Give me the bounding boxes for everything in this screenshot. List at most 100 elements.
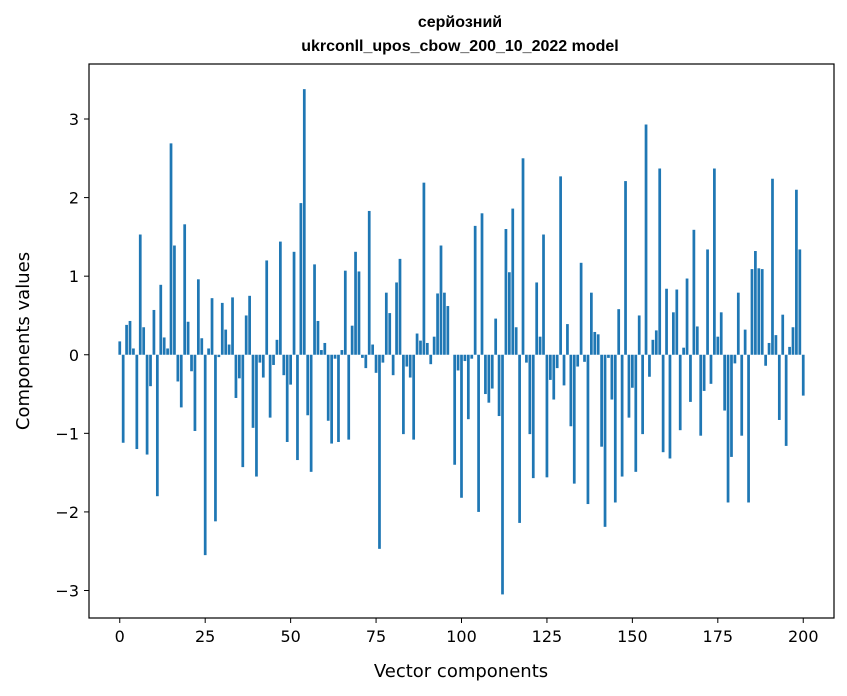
- bar-59: [320, 350, 323, 355]
- bar-133: [572, 354, 576, 484]
- bar-58: [316, 320, 320, 355]
- bar-174: [713, 168, 716, 355]
- bar-14: [166, 348, 169, 355]
- bar-194: [781, 314, 785, 355]
- bar-188: [760, 269, 764, 355]
- bar-95: [443, 292, 446, 355]
- bar-103: [470, 354, 474, 359]
- bar-106: [480, 213, 484, 355]
- bar-25: [203, 354, 207, 556]
- bar-171: [702, 354, 706, 391]
- bar-111: [497, 354, 501, 417]
- y-tick-label: 0: [69, 346, 79, 365]
- bar-182: [740, 354, 744, 436]
- bar-112: [501, 354, 504, 595]
- bar-44: [268, 354, 272, 418]
- bar-130: [562, 354, 566, 386]
- bar-101: [463, 354, 467, 362]
- bar-70: [357, 271, 361, 355]
- bar-149: [627, 354, 631, 418]
- bar-120: [528, 354, 532, 435]
- bar-85: [408, 354, 412, 378]
- bar-84: [405, 354, 409, 367]
- bar-55: [306, 354, 310, 416]
- bar-64: [337, 354, 340, 442]
- bar-138: [590, 292, 593, 355]
- bar-191: [771, 178, 774, 355]
- bar-53: [299, 203, 303, 355]
- bar-5: [135, 354, 139, 450]
- bar-17: [176, 354, 180, 382]
- bar-116: [514, 327, 518, 355]
- x-tick-label: 50: [280, 627, 300, 646]
- bar-178: [726, 354, 730, 503]
- bar-161: [668, 354, 672, 459]
- bar-151: [634, 354, 638, 472]
- y-tick-label: −2: [55, 503, 79, 522]
- bar-76: [378, 354, 381, 549]
- bar-123: [538, 336, 542, 355]
- bar-121: [531, 354, 535, 479]
- bar-164: [678, 354, 682, 431]
- bar-46: [275, 339, 279, 355]
- bar-10: [152, 309, 156, 355]
- bar-87: [415, 333, 419, 355]
- bar-102: [466, 354, 470, 420]
- bar-21: [190, 354, 193, 372]
- bar-168: [692, 229, 696, 355]
- bar-129: [559, 176, 562, 355]
- bar-22: [193, 354, 197, 431]
- bar-83: [402, 354, 405, 435]
- bar-165: [682, 347, 685, 355]
- bar-98: [453, 354, 457, 465]
- bar-41: [258, 354, 262, 363]
- bar-78: [384, 292, 388, 355]
- bar-163: [675, 289, 679, 355]
- bar-7: [142, 327, 146, 355]
- bar-13: [162, 337, 166, 355]
- y-axis-label: Components values: [13, 252, 34, 430]
- bar-77: [381, 354, 385, 363]
- x-tick-label: 75: [366, 627, 386, 646]
- bar-190: [767, 342, 771, 355]
- x-tick-label: 175: [703, 627, 734, 646]
- bar-150: [631, 354, 634, 388]
- bar-91: [429, 354, 433, 365]
- bar-92: [432, 336, 436, 355]
- bar-169: [695, 326, 699, 355]
- bar-27: [210, 298, 214, 355]
- bar-23: [196, 279, 200, 355]
- bar-197: [791, 327, 795, 355]
- bar-8: [145, 354, 149, 455]
- bar-152: [637, 315, 641, 355]
- bar-147: [620, 354, 624, 477]
- bar-122: [535, 282, 539, 355]
- x-tick-label: 150: [617, 627, 648, 646]
- bar-0: [118, 341, 122, 355]
- bar-1: [121, 354, 125, 443]
- bar-2: [125, 324, 128, 355]
- bar-195: [784, 354, 788, 446]
- bar-50: [289, 354, 292, 385]
- y-tick-label: 2: [69, 189, 79, 208]
- bar-153: [641, 354, 644, 435]
- bar-134: [576, 354, 580, 367]
- bar-35: [238, 354, 241, 379]
- bar-118: [521, 158, 525, 355]
- bar-179: [730, 354, 733, 457]
- bar-114: [507, 272, 511, 355]
- bar-75: [374, 354, 378, 373]
- bar-45: [272, 354, 275, 365]
- bar-3: [128, 320, 132, 355]
- bar-12: [159, 284, 163, 355]
- x-tick-label: 0: [115, 627, 125, 646]
- bar-30: [220, 302, 224, 355]
- bar-145: [613, 354, 617, 503]
- bar-11: [155, 354, 159, 497]
- bar-167: [689, 354, 692, 402]
- bar-15: [169, 143, 173, 355]
- bar-125: [545, 354, 549, 478]
- bar-154: [644, 124, 648, 355]
